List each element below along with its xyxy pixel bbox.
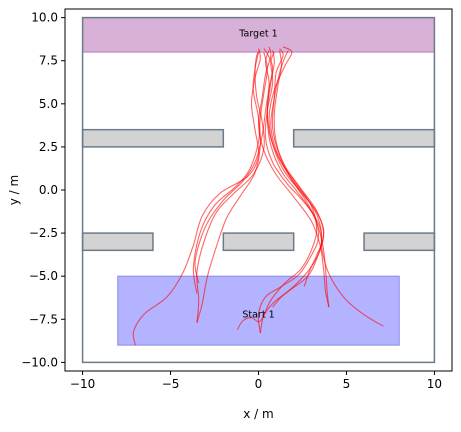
x-tick-label-3: 5 [343, 377, 351, 391]
trajectory-4 [192, 51, 268, 294]
x-axis-label: x / m [243, 407, 273, 421]
trajectory-13 [236, 50, 318, 330]
y-tick-label-3: −2.5 [29, 226, 58, 240]
region-1 [82, 17, 435, 53]
y-tick-label-7: 7.5 [39, 54, 58, 68]
region-label-2: Start 1 [242, 310, 274, 321]
y-tick-label-2: −5.0 [29, 269, 58, 283]
region-label-1: Target 1 [238, 29, 277, 40]
trajectory-9 [257, 46, 330, 308]
x-tick-label-1: −5 [162, 377, 180, 391]
obstacle-4 [222, 232, 295, 252]
x-tick-label-4: 10 [427, 377, 442, 391]
obstacle-2 [292, 128, 436, 148]
x-tick-label-2: 0 [255, 377, 263, 391]
y-tick-label-0: −10.0 [21, 355, 58, 369]
trajectory-3 [196, 51, 261, 323]
trajectory-5 [194, 50, 270, 284]
trajectory-10 [263, 48, 330, 308]
environment-boundary [81, 16, 436, 364]
x-tick-label-0: −10 [70, 377, 95, 391]
obstacle-5 [363, 232, 436, 252]
y-axis-label: y / m [7, 175, 21, 205]
plot-area: Target 1 Start 1 [81, 16, 436, 364]
region-2 [117, 275, 400, 346]
obstacle-3 [81, 232, 154, 252]
y-tick-label-8: 10.0 [31, 11, 58, 25]
trajectory-11 [273, 50, 325, 287]
trajectory-12 [271, 50, 384, 327]
y-tick-label-5: 2.5 [39, 140, 58, 154]
ticks: −10 −5 0 5 10 −10.0 −7.5 −5.0 −2.5 0.0 2.5 5.0 7.5 10… [21, 11, 442, 391]
y-tick-label-4: 0.0 [39, 183, 58, 197]
y-tick-label-6: 5.0 [39, 97, 58, 111]
obstacle-1 [81, 128, 225, 148]
y-tick-label-1: −7.5 [29, 312, 58, 326]
